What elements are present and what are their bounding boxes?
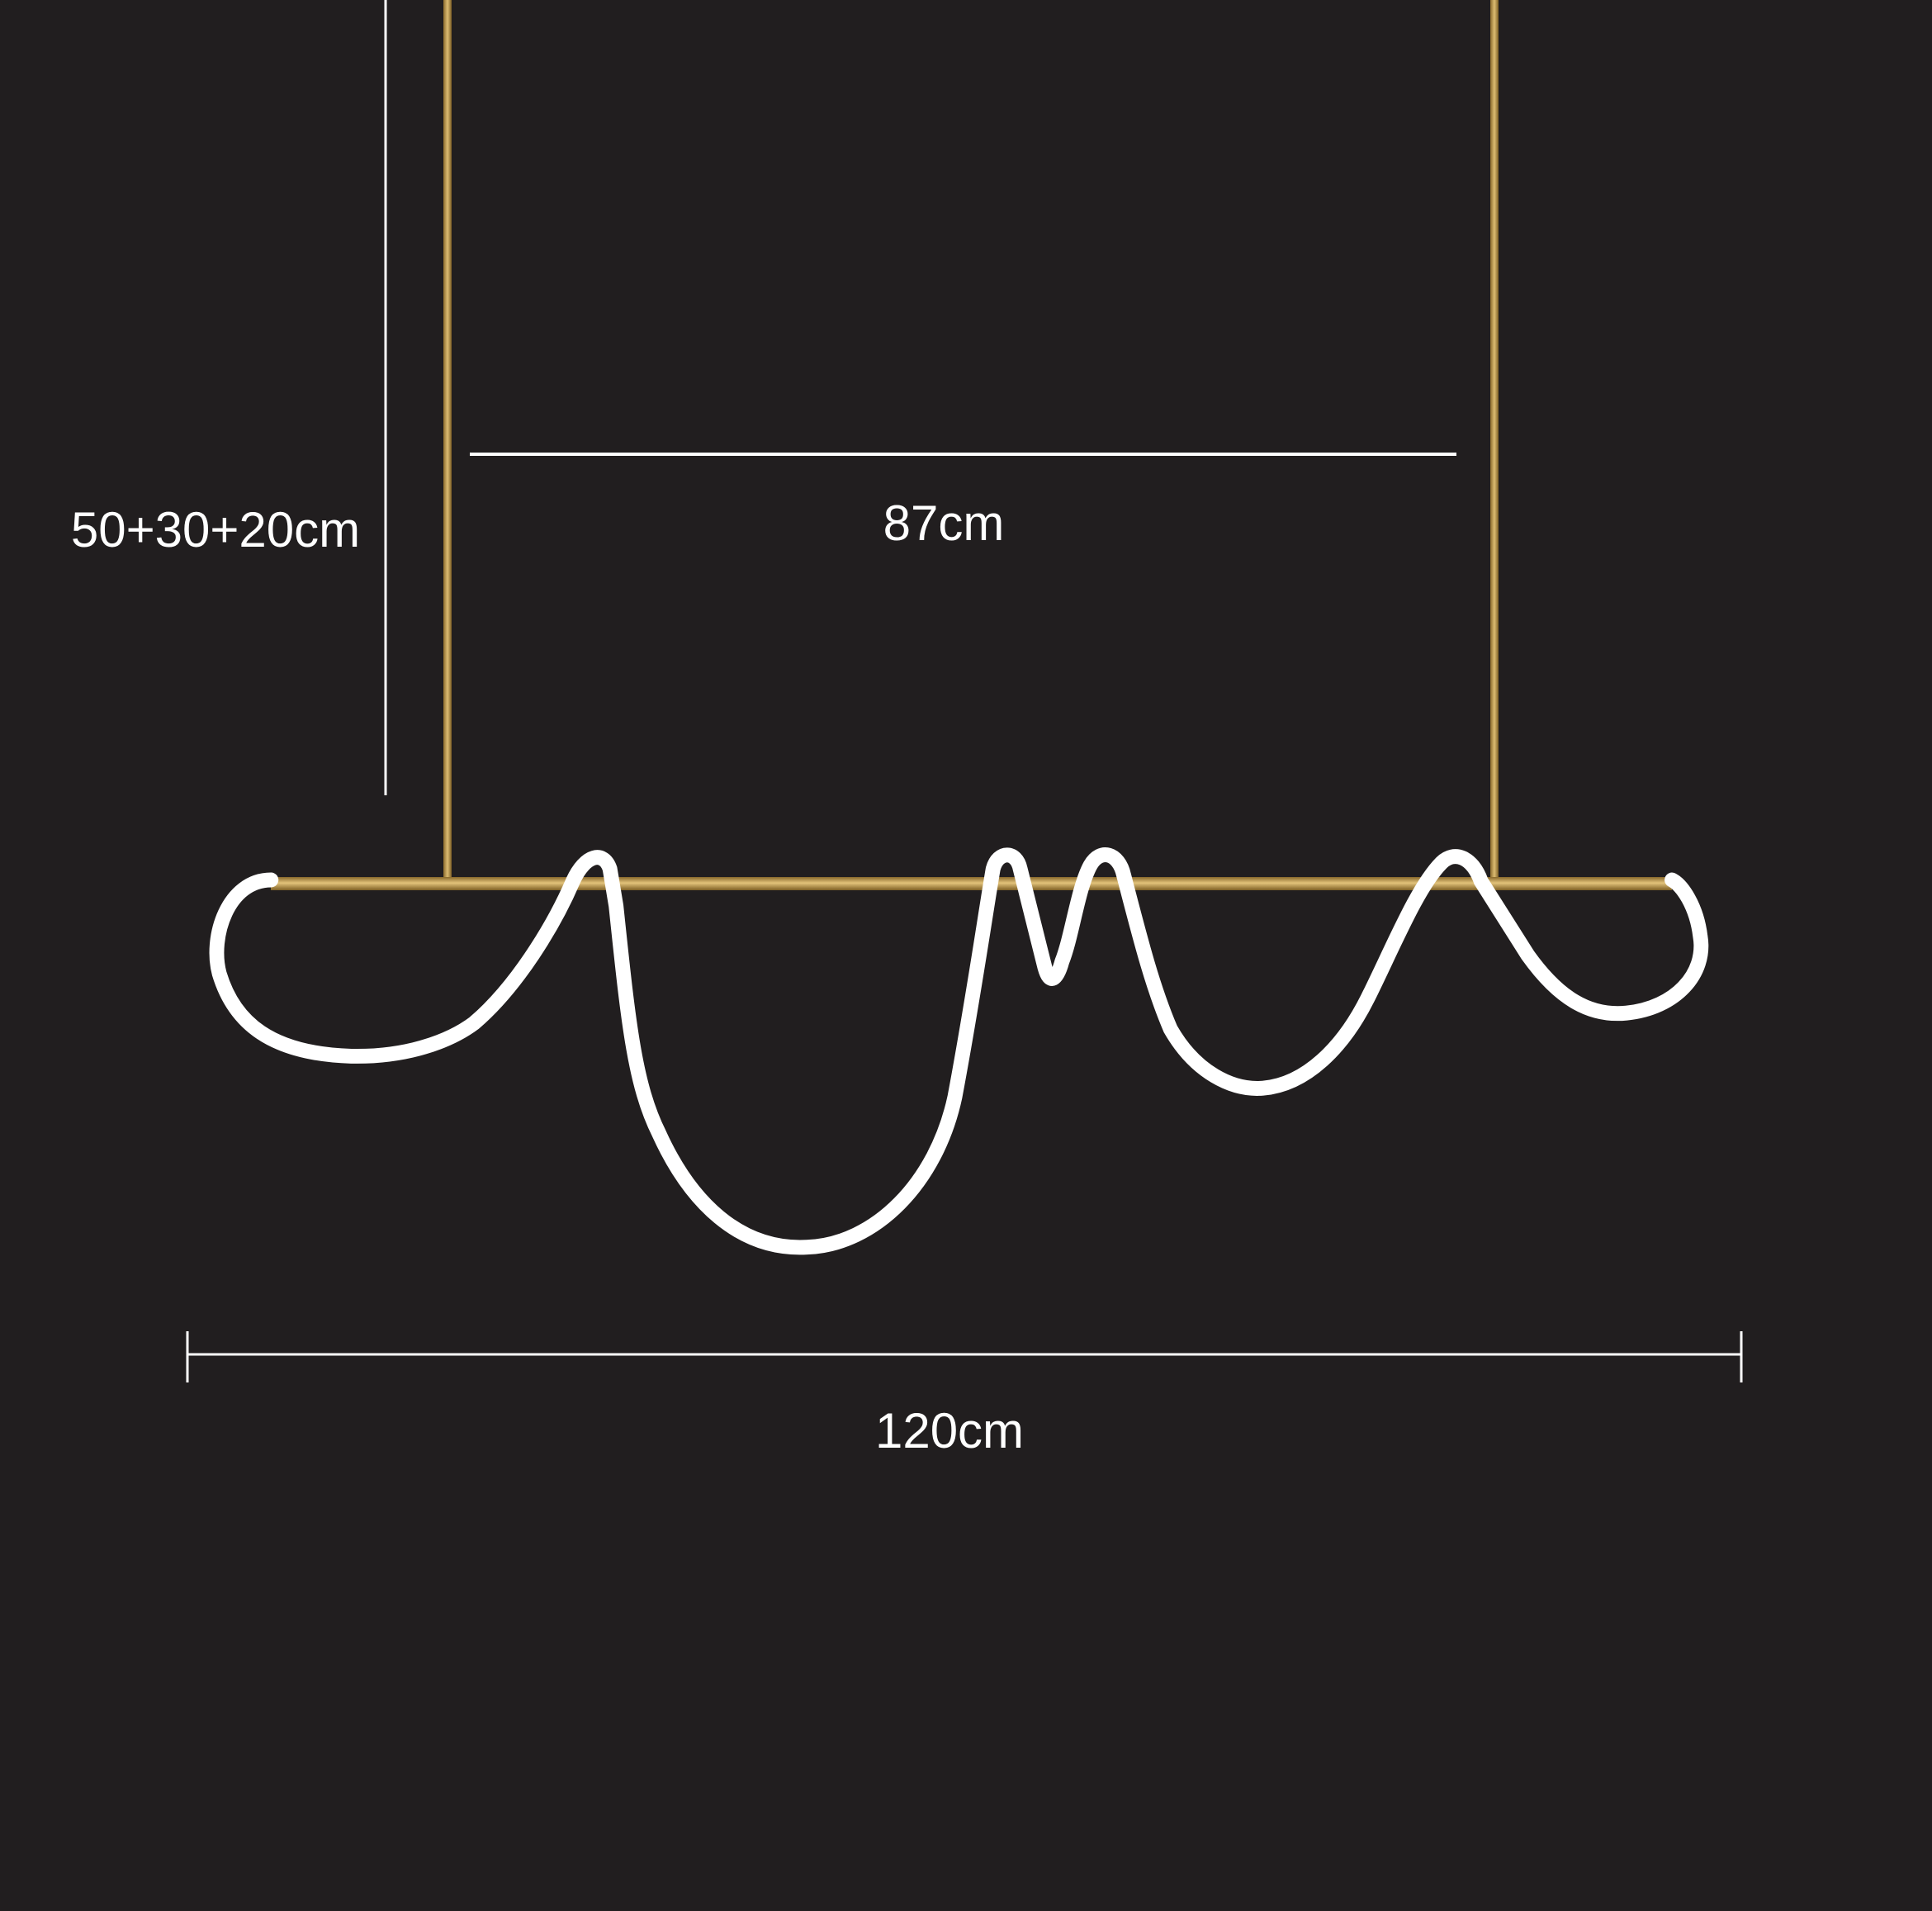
- right-suspension-rod: [1490, 0, 1499, 879]
- height-label: 50+30+20cm: [71, 502, 360, 557]
- brass-bar: [271, 877, 1672, 890]
- led-tube: [209, 847, 1709, 1255]
- left-suspension-rod: [443, 0, 452, 879]
- rod-spacing-label: 87cm: [883, 496, 1005, 551]
- width-label: 120cm: [875, 1403, 1024, 1458]
